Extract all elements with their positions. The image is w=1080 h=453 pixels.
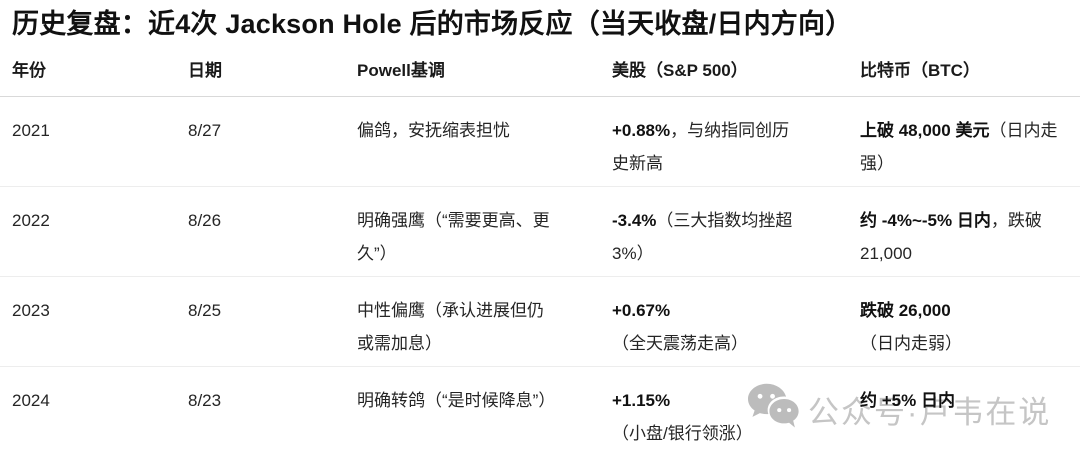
powell-tone-cell: 中性偏鹰（承认进展但仍或需加息）	[357, 301, 544, 353]
date-cell: 8/23	[188, 391, 222, 410]
header-btc: 比特币（BTC）	[860, 61, 980, 80]
wechat-icon	[746, 382, 800, 432]
header-year: 年份	[12, 61, 46, 80]
header-date: 日期	[188, 61, 222, 80]
table-row-2024: 2024 8/23 明确转鸽（“是时候降息”） +1.15% （小盘/银行领涨） …	[0, 367, 1080, 453]
powell-tone-cell: 明确转鸽（“是时候降息”）	[357, 391, 556, 410]
year-cell: 2024	[12, 391, 50, 410]
date-cell: 8/25	[188, 301, 222, 320]
powell-tone-cell: 明确强鹰（“需要更高、更久”）	[357, 211, 550, 263]
market-reaction-table: 年份 日期 Powell基调 美股（S&P 500） 比特币（BTC） 2021…	[0, 42, 1080, 453]
watermark-text: 公众号·卢韦在说	[808, 394, 1052, 430]
page-title: 历史复盘：近4次 Jackson Hole 后的市场反应（当天收盘/日内方向）	[12, 9, 853, 39]
btc-note: （日内走强）	[860, 121, 1058, 173]
sp500-cell: +0.67% （全天震荡走高）	[612, 294, 860, 360]
btc-change: 约 +5% 日内	[860, 391, 955, 410]
year-cell: 2023	[12, 301, 50, 320]
btc-change: 约 -4%~-5% 日内	[860, 211, 991, 230]
sp500-note: （全天震荡走高）	[612, 334, 748, 353]
sp500-change: +1.15%	[612, 391, 671, 410]
btc-cell: 上破 48,000 美元（日内走强）	[860, 114, 1068, 180]
btc-note: ，跌破 21,000	[860, 211, 1042, 263]
sp500-note: （三大指数均挫超3%）	[612, 211, 793, 263]
year-cell: 2022	[12, 211, 50, 230]
powell-tone-cell: 偏鸽，安抚缩表担忧	[357, 121, 510, 140]
header-sp500: 美股（S&P 500）	[612, 61, 748, 80]
year-cell: 2021	[12, 121, 50, 140]
watermark: 公众号·卢韦在说	[746, 382, 1051, 432]
sp500-cell: +1.15% （小盘/银行领涨）	[612, 384, 860, 450]
sp500-cell: +0.88%，与纳指同创历史新高	[612, 114, 860, 180]
table-header-row: 年份 日期 Powell基调 美股（S&P 500） 比特币（BTC）	[0, 42, 1080, 97]
sp500-note: ，与纳指同创历史新高	[612, 121, 790, 173]
btc-cell: 约 -4%~-5% 日内，跌破 21,000	[860, 204, 1068, 270]
btc-note: （日内走弱）	[860, 334, 962, 353]
btc-change: 上破 48,000 美元	[860, 121, 990, 140]
sp500-cell: -3.4%（三大指数均挫超3%）	[612, 204, 860, 270]
table-row-2021: 2021 8/27 偏鸽，安抚缩表担忧 +0.88%，与纳指同创历史新高 上破 …	[0, 97, 1080, 187]
header-powell-tone: Powell基调	[357, 61, 445, 80]
btc-cell: 约 +5% 日内	[860, 384, 1068, 450]
sp500-change: +0.88%	[612, 121, 671, 140]
sp500-change: -3.4%	[612, 211, 657, 230]
table-row-2023: 2023 8/25 中性偏鹰（承认进展但仍或需加息） +0.67% （全天震荡走高…	[0, 277, 1080, 367]
btc-cell: 跌破 26,000 （日内走弱）	[860, 294, 1068, 360]
table-row-2022: 2022 8/26 明确强鹰（“需要更高、更久”） -3.4%（三大指数均挫超3…	[0, 187, 1080, 277]
date-cell: 8/27	[188, 121, 222, 140]
sp500-note: （小盘/银行领涨）	[612, 424, 753, 443]
sp500-change: +0.67%	[612, 301, 671, 320]
date-cell: 8/26	[188, 211, 222, 230]
btc-change: 跌破 26,000	[860, 301, 951, 320]
